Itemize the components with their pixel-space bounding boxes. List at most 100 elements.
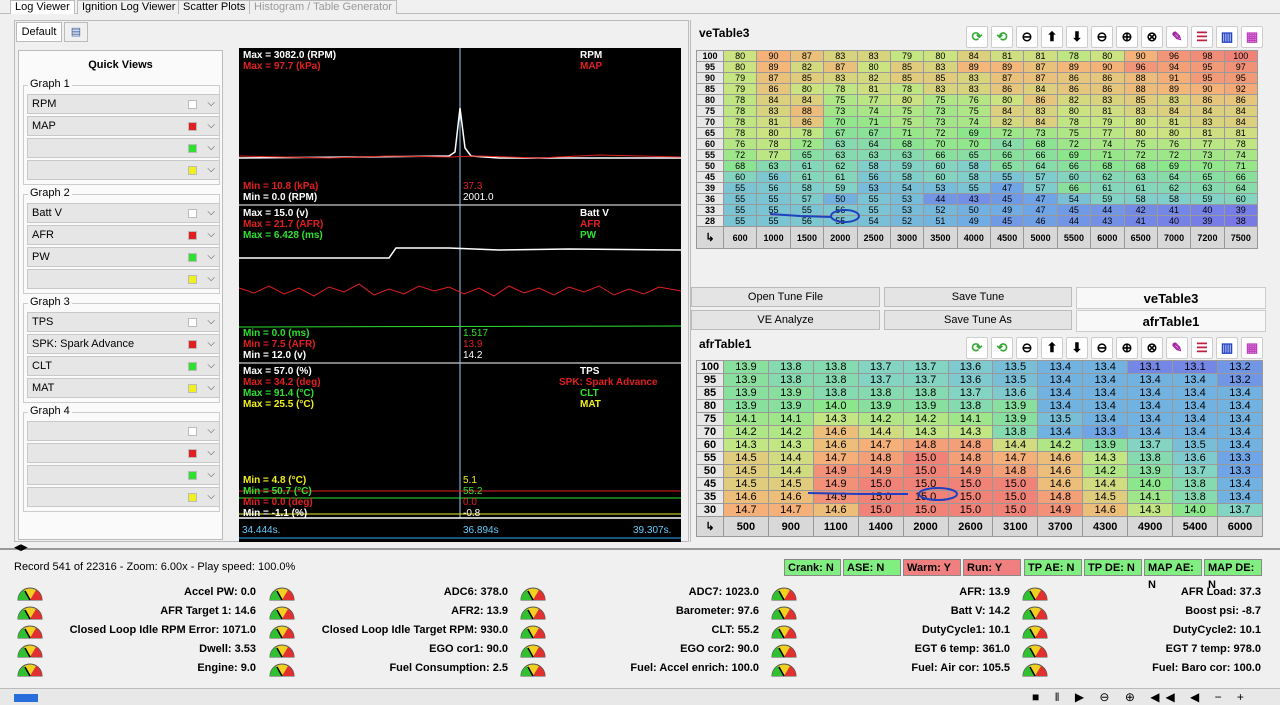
table-cell[interactable]: 86	[1223, 94, 1259, 106]
table-cell[interactable]: 75	[889, 105, 925, 117]
table-cell[interactable]: 83	[1123, 105, 1158, 117]
gauge-item[interactable]: AFR: 13.9	[768, 584, 1016, 602]
table-cell[interactable]: 54	[889, 182, 925, 194]
table-cell[interactable]: 13.1	[1127, 360, 1174, 374]
chevron-down-icon[interactable]: ⌵	[207, 382, 215, 393]
table-cell[interactable]: 100	[1223, 50, 1259, 62]
table-cell[interactable]: 81	[1156, 116, 1192, 128]
bars-icon[interactable]: ▥	[1216, 337, 1238, 359]
log-graph-area[interactable]: Max = 3082.0 (RPM) Max = 97.7 (kPa) RPM …	[239, 48, 681, 542]
gradient-icon[interactable]: ▦	[1241, 26, 1263, 48]
table-cell[interactable]: 80	[722, 61, 758, 73]
table-cell[interactable]: 52	[889, 215, 925, 227]
gauge-item[interactable]: Barometer: 97.6	[517, 603, 765, 621]
table-cell[interactable]: 84	[956, 50, 992, 62]
table-cell[interactable]: 83	[823, 72, 858, 84]
chevron-down-icon[interactable]: ⌵	[207, 491, 215, 502]
close-circle-icon[interactable]: ⊗	[1141, 337, 1163, 359]
table-cell[interactable]: 75	[923, 94, 958, 106]
table-cell[interactable]: 13.4	[1172, 386, 1218, 400]
graph-channel-select[interactable]: Batt V ⌵	[27, 203, 220, 223]
table-cell[interactable]: 14.7	[857, 438, 904, 452]
table-cell[interactable]: 13.8	[767, 373, 814, 387]
gauge-item[interactable]: Fuel: Baro cor: 100.0	[1019, 660, 1267, 678]
table-cell[interactable]: 14.3	[1127, 503, 1174, 517]
table-cell[interactable]: 13.9	[723, 360, 769, 374]
table-cell[interactable]: 89	[989, 61, 1025, 73]
table-cell[interactable]: 80	[856, 61, 891, 73]
table-cell[interactable]: 70	[823, 116, 858, 128]
table-cell[interactable]: 13.8	[1172, 490, 1218, 504]
table-cell[interactable]: 14.1	[1127, 490, 1174, 504]
arrow-down-icon[interactable]: ⬇	[1066, 26, 1088, 48]
table-cell[interactable]: 45	[989, 193, 1025, 205]
graph-channel-select[interactable]: MAT ⌵	[27, 378, 220, 398]
table-cell[interactable]: 14.3	[723, 438, 769, 452]
table-cell[interactable]: 14.6	[767, 490, 814, 504]
save-tune-as-button[interactable]: Save Tune As	[884, 310, 1072, 330]
table-cell[interactable]: 13.3	[1216, 451, 1264, 465]
table-cell[interactable]: 57	[1023, 171, 1058, 183]
table-cell[interactable]: 14.9	[1037, 503, 1084, 517]
table-cell[interactable]: 13.5	[1037, 412, 1084, 426]
table-cell[interactable]: 80	[722, 50, 758, 62]
table-cell[interactable]: 49	[989, 204, 1025, 216]
table-cell[interactable]: 82	[989, 116, 1025, 128]
refresh-green-icon[interactable]: ⟲	[991, 337, 1013, 359]
table-cell[interactable]: 70	[1190, 160, 1225, 172]
table-cell[interactable]: 55	[856, 193, 891, 205]
table-cell[interactable]: 68	[1090, 160, 1125, 172]
table-cell[interactable]: 58	[1123, 193, 1158, 205]
table-cell[interactable]: 84	[1223, 105, 1259, 117]
table-cell[interactable]: 68	[889, 138, 925, 150]
graph-channel-select[interactable]: TPS ⌵	[27, 312, 220, 332]
table-cell[interactable]: 82	[856, 72, 891, 84]
table-cell[interactable]: 53	[923, 182, 958, 194]
side-tab-afrtable1[interactable]: afrTable1	[1076, 310, 1266, 332]
table-cell[interactable]: 13.7	[1127, 438, 1174, 452]
table-cell[interactable]: 71	[1223, 160, 1259, 172]
table-cell[interactable]: 15.0	[902, 451, 949, 465]
table-cell[interactable]: 85	[923, 72, 958, 84]
table-cell[interactable]: 56	[856, 171, 891, 183]
table-cell[interactable]: 80	[789, 83, 825, 95]
table-cell[interactable]: 13.4	[1216, 412, 1264, 426]
table-cell[interactable]: 57	[1023, 182, 1058, 194]
table-cell[interactable]: 15.0	[947, 490, 994, 504]
table-cell[interactable]: 13.7	[857, 360, 904, 374]
table-cell[interactable]: 14.6	[1037, 451, 1084, 465]
table-cell[interactable]: 61	[789, 171, 825, 183]
table-cell[interactable]: 14.5	[767, 477, 814, 491]
table-cell[interactable]: 13.9	[992, 412, 1039, 426]
table-cell[interactable]: 14.8	[992, 464, 1039, 478]
table-cell[interactable]: 83	[956, 72, 992, 84]
table-cell[interactable]: 66	[1023, 149, 1058, 161]
table-cell[interactable]: 13.4	[1082, 373, 1129, 387]
table-cell[interactable]: 76	[956, 94, 992, 106]
table-cell[interactable]: 84	[1156, 105, 1192, 117]
table-cell[interactable]: 62	[1156, 182, 1192, 194]
table-cell[interactable]: 13.8	[947, 399, 994, 413]
table-cell[interactable]: 13.4	[1082, 412, 1129, 426]
graph-channel-select[interactable]: ⌵	[27, 443, 220, 463]
minus-circle-icon[interactable]: ⊖	[1016, 337, 1038, 359]
table-cell[interactable]: 43	[1090, 215, 1125, 227]
table-cell[interactable]: 84	[789, 94, 825, 106]
table-cell[interactable]: 13.5	[992, 360, 1039, 374]
gauge-item[interactable]: AFR2: 13.9	[266, 603, 514, 621]
gauge-item[interactable]: Fuel Consumption: 2.5	[266, 660, 514, 678]
table-cell[interactable]: 14.1	[723, 412, 769, 426]
table-cell[interactable]: 55	[722, 193, 758, 205]
table-cell[interactable]: 13.4	[1216, 477, 1264, 491]
gauge-item[interactable]: AFR Load: 37.3	[1019, 584, 1267, 602]
table-cell[interactable]: 13.8	[1172, 477, 1218, 491]
chevron-down-icon[interactable]: ⌵	[207, 229, 215, 240]
table-cell[interactable]: 64	[1023, 160, 1058, 172]
table-cell[interactable]: 13.4	[1127, 386, 1174, 400]
table-cell[interactable]: 13.9	[723, 386, 769, 400]
table-cell[interactable]: 14.9	[857, 464, 904, 478]
table-cell[interactable]: 13.9	[857, 399, 904, 413]
table-cell[interactable]: 13.8	[992, 425, 1039, 439]
gauge-item[interactable]: Engine: 9.0	[14, 660, 262, 678]
table-cell[interactable]: 84	[989, 105, 1025, 117]
